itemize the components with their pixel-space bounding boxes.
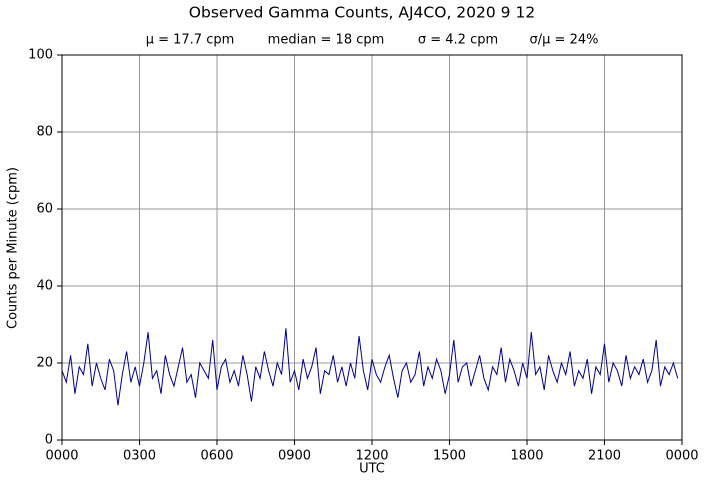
x-tick-label: 1800 (510, 449, 543, 464)
x-tick-label: 0300 (123, 449, 156, 464)
subtitle-stat: μ = 17.7 cpm (146, 33, 235, 48)
y-tick-label: 60 (36, 202, 53, 217)
plot-frame (61, 54, 683, 441)
y-tick-label: 80 (36, 125, 53, 140)
x-tick-label: 1200 (355, 449, 388, 464)
x-tick-label: 0900 (278, 449, 311, 464)
x-tick-label: 0000 (665, 449, 698, 464)
x-tick-label: 0000 (45, 449, 78, 464)
data-line (61, 328, 679, 406)
subtitle-stat: σ/μ = 24% (530, 33, 599, 48)
y-tick-label: 0 (45, 433, 53, 448)
y-axis-label: Counts per Minute (cpm) (6, 167, 21, 329)
subtitle-stat: median = 18 cpm (268, 33, 385, 48)
subtitle-stat: σ = 4.2 cpm (418, 33, 498, 48)
x-tick-label: 0600 (200, 449, 233, 464)
x-axis-label: UTC (359, 462, 385, 477)
y-tick-label: 100 (28, 48, 53, 63)
chart-title: Observed Gamma Counts, AJ4CO, 2020 9 12 (189, 4, 535, 22)
x-tick-label: 1500 (433, 449, 466, 464)
x-tick-label: 2100 (588, 449, 621, 464)
y-tick-label: 40 (36, 279, 53, 294)
y-tick-label: 20 (36, 356, 53, 371)
